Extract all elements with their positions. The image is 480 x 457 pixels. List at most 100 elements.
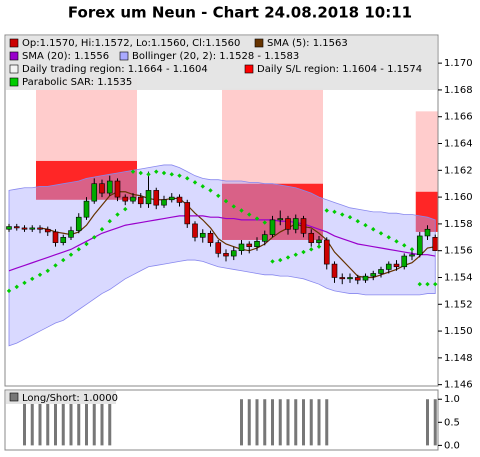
candle-body — [91, 183, 98, 202]
bar — [46, 399, 50, 446]
candle-body — [13, 226, 20, 229]
candle-body — [44, 228, 51, 233]
candle-body — [37, 227, 43, 230]
legend-box — [6, 391, 116, 404]
sar-dot — [200, 184, 205, 189]
bar — [302, 399, 305, 446]
candle-body — [370, 273, 377, 277]
candle-body — [254, 241, 260, 247]
sar-dot — [107, 219, 112, 224]
sar-dot — [363, 223, 368, 228]
y-tick-label: 1.170 — [444, 58, 473, 69]
bar — [433, 399, 437, 446]
legend-label: Op:1.1570, Hi:1.1572, Lo:1.1560, Cl:1.15… — [22, 38, 240, 49]
sar-dot — [115, 212, 120, 217]
candle-body — [184, 202, 191, 225]
bar — [23, 399, 26, 446]
sar-dot — [409, 247, 415, 252]
sar-dot — [68, 252, 74, 257]
y-tick-label: 1.164 — [444, 139, 473, 150]
bar — [69, 399, 73, 446]
y-tick-label: 1.152 — [444, 299, 473, 310]
sar-dot — [177, 173, 182, 178]
candle-body — [99, 183, 105, 194]
sar-dot — [402, 243, 407, 248]
sar-dot — [192, 180, 198, 185]
sar-dot — [99, 227, 105, 232]
candle-body — [223, 253, 229, 257]
bar — [294, 399, 298, 446]
candle-body — [168, 196, 175, 201]
sar-dot — [270, 259, 275, 264]
candle-body — [316, 239, 322, 243]
sar-dot — [6, 288, 12, 294]
candle-body — [378, 269, 384, 274]
candle-body — [393, 263, 400, 268]
sar-dot — [378, 231, 384, 236]
region — [415, 191, 438, 232]
y-tick-label: 1.156 — [444, 246, 473, 257]
bar — [263, 399, 267, 446]
sar-dot — [223, 198, 229, 204]
plot-frame — [4, 34, 439, 387]
candle-body — [432, 236, 439, 251]
sar-dot — [309, 247, 314, 252]
y-tick-label: 1.162 — [444, 165, 473, 176]
sar-dot — [30, 276, 35, 282]
sar-dot — [394, 239, 399, 244]
bollinger-band — [8, 164, 436, 347]
candle-body — [207, 232, 214, 243]
legend-swatch — [9, 64, 19, 74]
legend-label: Parabolic SAR: 1.1535 — [22, 77, 132, 88]
legend-swatch — [9, 38, 19, 48]
legend-swatch — [119, 51, 129, 61]
bar — [85, 399, 88, 446]
candle-body — [153, 190, 160, 206]
sar-dot — [278, 257, 283, 263]
sar-dot — [293, 252, 298, 257]
y-tick-label: 1.166 — [444, 112, 473, 123]
candle-body — [199, 232, 206, 238]
sar-dot — [316, 244, 322, 249]
candle-body — [292, 218, 299, 230]
legend-swatch — [244, 64, 254, 74]
candle-body — [362, 275, 369, 281]
candle-body — [285, 218, 291, 230]
sar-dot — [301, 249, 306, 255]
sar-dot — [340, 212, 345, 217]
bar — [255, 399, 259, 446]
candle-body — [300, 218, 307, 234]
candle-body — [114, 180, 121, 198]
bar — [309, 399, 313, 446]
candle-body — [339, 277, 346, 280]
sar-dot — [371, 227, 376, 232]
sar-dot — [347, 214, 353, 220]
y-tick-label: 0.0 — [444, 440, 460, 451]
candle-body — [130, 196, 136, 202]
candle-body — [385, 263, 392, 270]
bar — [77, 399, 81, 446]
candle-body — [261, 234, 268, 242]
candle-body — [409, 254, 415, 257]
indicator-line — [8, 215, 436, 272]
candle-body — [308, 232, 315, 243]
candle-body — [424, 228, 431, 237]
candle-body — [106, 180, 113, 194]
sar-dot — [76, 247, 81, 252]
plot-frame — [4, 389, 439, 451]
bar — [30, 399, 34, 446]
sar-dot — [324, 208, 329, 213]
legend-label: SMA (5): 1.1563 — [267, 38, 348, 49]
y-tick-label: 0.5 — [444, 417, 460, 428]
bar — [278, 399, 282, 446]
bar — [426, 399, 429, 446]
candle-body — [68, 230, 74, 238]
y-tick-label: 1.154 — [444, 272, 473, 283]
region — [222, 88, 323, 184]
candle-body — [230, 250, 237, 257]
sar-dot — [84, 241, 89, 247]
bar — [325, 399, 329, 446]
sar-dot — [169, 172, 174, 177]
